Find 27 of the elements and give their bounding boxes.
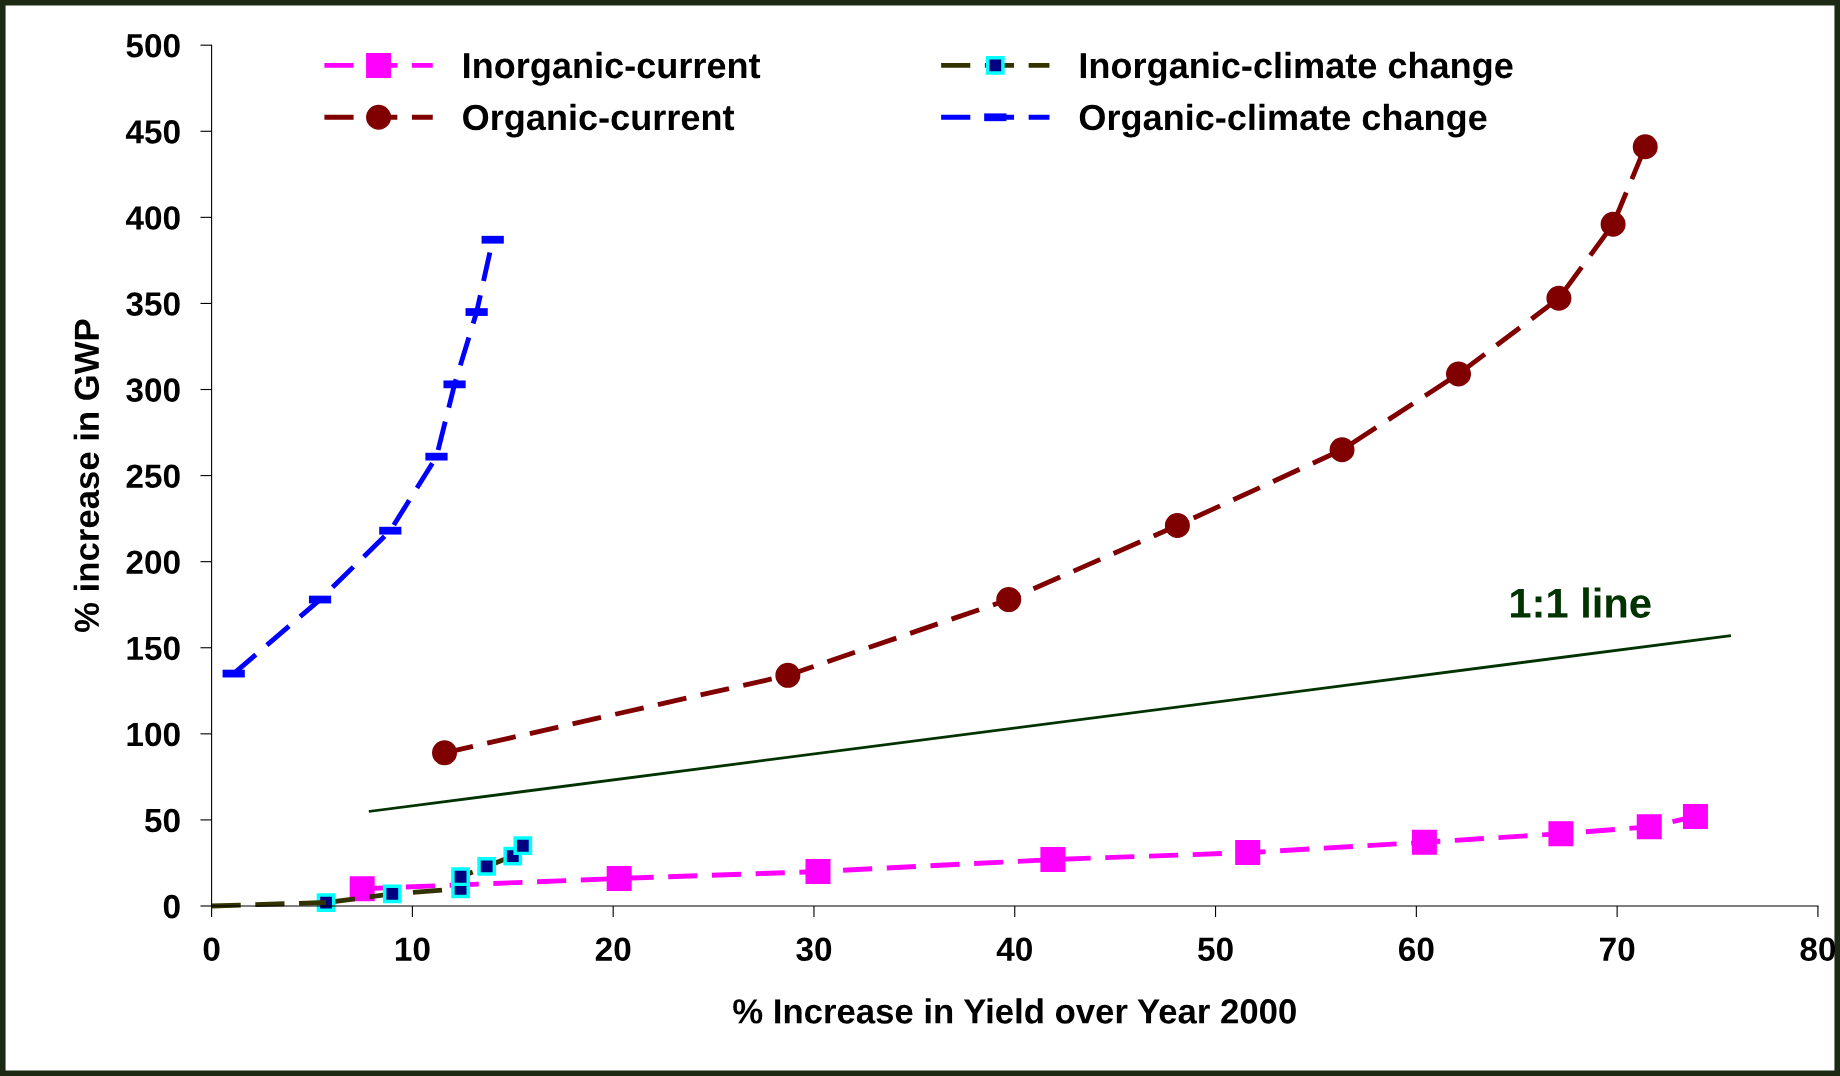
x-tick-label: 10 — [395, 937, 430, 962]
x-tick-label: 30 — [796, 937, 832, 962]
legend-label: Organic-climate change — [1079, 103, 1487, 138]
legend-label: Inorganic-climate change — [1080, 51, 1513, 86]
y-tick-label: 0 — [163, 894, 180, 919]
y-axis-title: % increase in GWP — [73, 319, 100, 632]
y-tick-label: 300 — [126, 378, 180, 402]
legend-label: Inorganic-current — [464, 51, 761, 86]
x-tick-label: 70 — [1600, 937, 1635, 962]
x-tick-label: 20 — [595, 937, 631, 962]
y-tick-label: 400 — [125, 206, 180, 230]
y-tick-label: 200 — [126, 550, 180, 575]
y-tick-label: 450 — [125, 120, 180, 144]
y-tick-label: 100 — [127, 722, 180, 747]
x-axis-title: % Increase in Yield over Year 2000 — [733, 998, 1296, 1024]
y-tick-label: 50 — [145, 808, 180, 833]
legend-label: Organic-current — [463, 103, 735, 138]
annotation: 1:1 line — [1511, 587, 1651, 618]
y-tick-label: 250 — [126, 464, 180, 488]
x-tick-label: 0 — [203, 937, 220, 962]
x-tick-label: 40 — [996, 937, 1032, 962]
y-tick-label: 500 — [126, 33, 180, 58]
y-tick-label: 150 — [127, 636, 180, 661]
x-tick-label: 50 — [1198, 937, 1233, 962]
x-tick-label: 60 — [1399, 937, 1434, 962]
x-tick-label: 80 — [1800, 937, 1836, 962]
y-tick-label: 350 — [126, 292, 180, 316]
